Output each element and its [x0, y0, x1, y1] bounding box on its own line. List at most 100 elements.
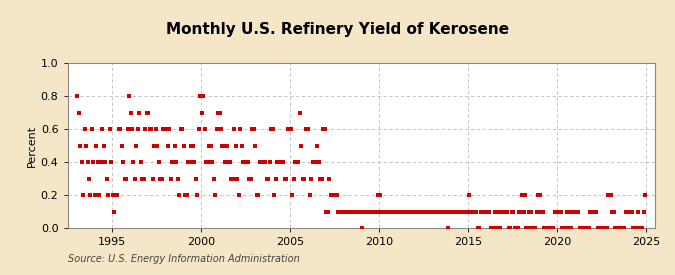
- Point: [183, 160, 194, 164]
- Point: [437, 210, 448, 214]
- Point: [310, 160, 321, 164]
- Point: [356, 226, 367, 230]
- Point: [479, 210, 490, 214]
- Point: [371, 210, 382, 214]
- Point: [213, 111, 223, 115]
- Point: [587, 210, 597, 214]
- Point: [543, 226, 554, 230]
- Point: [511, 226, 522, 230]
- Point: [401, 210, 412, 214]
- Point: [354, 210, 364, 214]
- Point: [380, 210, 391, 214]
- Point: [362, 210, 373, 214]
- Point: [266, 127, 277, 131]
- Point: [530, 226, 541, 230]
- Point: [432, 210, 443, 214]
- Point: [406, 210, 416, 214]
- Point: [407, 210, 418, 214]
- Point: [429, 210, 440, 214]
- Point: [94, 193, 105, 197]
- Point: [103, 193, 113, 197]
- Point: [441, 210, 452, 214]
- Point: [414, 210, 425, 214]
- Point: [555, 210, 566, 214]
- Point: [475, 210, 486, 214]
- Point: [158, 127, 169, 131]
- Point: [349, 210, 360, 214]
- Point: [342, 210, 352, 214]
- Point: [526, 210, 537, 214]
- Point: [184, 160, 195, 164]
- Point: [548, 226, 559, 230]
- Point: [263, 177, 274, 181]
- Point: [439, 210, 450, 214]
- Point: [234, 193, 244, 197]
- Point: [560, 226, 570, 230]
- Point: [624, 210, 634, 214]
- Point: [491, 210, 502, 214]
- Point: [599, 226, 610, 230]
- Point: [313, 160, 324, 164]
- Point: [267, 127, 278, 131]
- Point: [245, 177, 256, 181]
- Point: [193, 127, 204, 131]
- Point: [107, 193, 118, 197]
- Point: [464, 210, 475, 214]
- Point: [272, 160, 283, 164]
- Point: [345, 210, 356, 214]
- Point: [640, 193, 651, 197]
- Point: [251, 193, 262, 197]
- Point: [168, 160, 179, 164]
- Point: [78, 193, 88, 197]
- Point: [505, 226, 516, 230]
- Point: [577, 226, 588, 230]
- Point: [192, 193, 202, 197]
- Point: [374, 193, 385, 197]
- Point: [506, 210, 517, 214]
- Point: [88, 160, 99, 164]
- Point: [493, 226, 504, 230]
- Point: [580, 226, 591, 230]
- Point: [597, 226, 608, 230]
- Point: [626, 210, 637, 214]
- Point: [457, 210, 468, 214]
- Point: [410, 210, 421, 214]
- Point: [579, 226, 590, 230]
- Point: [140, 127, 151, 131]
- Point: [576, 226, 587, 230]
- Point: [524, 210, 535, 214]
- Point: [163, 127, 174, 131]
- Point: [595, 226, 606, 230]
- Text: Monthly U.S. Refinery Yield of Kerosene: Monthly U.S. Refinery Yield of Kerosene: [166, 22, 509, 37]
- Point: [485, 226, 496, 230]
- Point: [182, 193, 192, 197]
- Point: [291, 160, 302, 164]
- Point: [413, 210, 424, 214]
- Point: [252, 193, 263, 197]
- Point: [241, 160, 252, 164]
- Point: [418, 210, 429, 214]
- Point: [167, 160, 178, 164]
- Point: [466, 210, 477, 214]
- Point: [582, 226, 593, 230]
- Point: [369, 210, 379, 214]
- Point: [159, 127, 170, 131]
- Point: [340, 210, 351, 214]
- Point: [278, 160, 289, 164]
- Point: [321, 210, 331, 214]
- Point: [269, 193, 279, 197]
- Point: [561, 210, 572, 214]
- Point: [460, 210, 471, 214]
- Point: [296, 144, 306, 148]
- Point: [236, 144, 247, 148]
- Y-axis label: Percent: Percent: [26, 125, 36, 167]
- Point: [84, 177, 95, 181]
- Point: [257, 160, 268, 164]
- Point: [494, 226, 505, 230]
- Point: [127, 127, 138, 131]
- Point: [625, 210, 636, 214]
- Point: [400, 210, 410, 214]
- Point: [260, 160, 271, 164]
- Point: [318, 127, 329, 131]
- Point: [422, 210, 433, 214]
